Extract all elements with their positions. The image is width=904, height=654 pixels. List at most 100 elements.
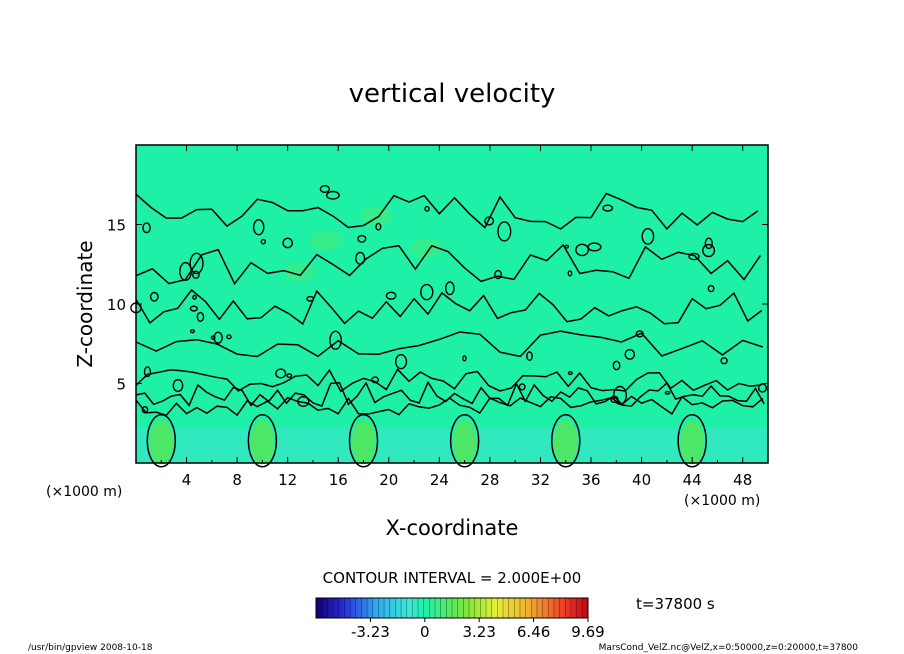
contour-line (135, 395, 764, 417)
time-label: t=37800 s (636, 595, 715, 613)
contour-small-loop (282, 237, 294, 249)
contour-small-loop (189, 329, 196, 334)
contour-line (135, 243, 762, 286)
x-tick-label: 32 (531, 471, 550, 489)
contour-loop (551, 413, 581, 468)
x-tick-label: 20 (379, 471, 398, 489)
contour-small-loop (252, 219, 265, 236)
contour-small-loop (319, 184, 330, 194)
contour-lines (130, 184, 768, 468)
field-shading (136, 206, 768, 465)
contour-small-loop (189, 252, 204, 275)
contour-small-loop (420, 283, 434, 301)
chart-title: vertical velocity (349, 79, 556, 109)
contour-line (135, 192, 759, 231)
contour-small-loop (702, 243, 716, 258)
x-tick-label: 44 (683, 471, 702, 489)
contour-small-loop (445, 281, 455, 296)
contour-small-loop (192, 294, 197, 300)
contour-small-loop (275, 368, 287, 379)
x-tick-label: 16 (329, 471, 348, 489)
colorbar-tick-label: 0 (420, 623, 430, 641)
contour-small-loop (575, 243, 590, 257)
colorbar-tick-label: 9.69 (571, 623, 604, 641)
contour-small-loop (624, 348, 636, 360)
contour-small-loop (635, 330, 644, 338)
upper-patch (284, 262, 317, 283)
contour-small-loop (664, 390, 671, 395)
contour-loop (247, 413, 278, 468)
updraft-blob (149, 420, 174, 465)
contour-small-loop (385, 291, 397, 300)
contour-small-loop (179, 261, 192, 282)
contour-small-loop (462, 355, 467, 362)
x-tick-label: 48 (733, 471, 752, 489)
x-tick-label: 40 (632, 471, 651, 489)
contour-small-loop (394, 353, 408, 370)
contour-small-loop (567, 270, 573, 277)
contour-small-loop (213, 331, 223, 344)
contour-small-loop (688, 252, 700, 261)
colorbar-tick-label: 6.46 (517, 623, 550, 641)
contour-line (135, 288, 763, 326)
contour-loop (146, 413, 177, 468)
contour-small-loop (357, 234, 367, 243)
contour-small-loop (375, 222, 382, 231)
contour-line (135, 368, 762, 393)
contour-small-loop (355, 251, 366, 265)
y-axis-ticks: 5 10 15 (107, 217, 768, 394)
contour-small-loop (567, 371, 573, 376)
updraft-blob (553, 420, 578, 465)
upper-patch (309, 230, 342, 251)
x-axis-ticks: 4 8 12 16 20 24 28 32 36 40 44 48 (160, 145, 752, 489)
contour-small-loop (141, 405, 149, 414)
contour-small-loop (704, 237, 713, 250)
x-tick-label: 4 (182, 471, 192, 489)
contour-small-loop (143, 366, 152, 378)
contour-small-loop (564, 244, 570, 249)
upper-patch (360, 206, 393, 227)
colorbar-segments (321, 598, 583, 618)
contour-small-loop (641, 228, 655, 245)
colorbar-tick-label: -3.23 (351, 623, 390, 641)
contour-small-loop (226, 334, 232, 340)
contour-small-loop (297, 396, 310, 407)
contour-small-loop (612, 385, 628, 405)
contour-small-loop (306, 295, 315, 302)
updraft-blob (680, 420, 705, 465)
low-level-strip (136, 428, 768, 463)
upper-patch (410, 238, 443, 259)
updraft-blob (452, 420, 477, 465)
contour-loop (677, 413, 707, 468)
contour-small-loop (424, 205, 430, 212)
contour-small-loop (610, 395, 619, 404)
contour-small-loop (149, 291, 159, 302)
contour-small-loop (526, 351, 533, 362)
contour-small-loop (210, 335, 216, 340)
contour-small-loop (720, 357, 728, 365)
contour-small-loop (587, 242, 602, 252)
contour-small-loop (192, 270, 200, 279)
contour-small-loop (286, 373, 293, 379)
contour-small-loop (196, 311, 205, 322)
contour-small-loop (612, 360, 621, 371)
footer-right: MarsCond_VelZ.nc@VelZ,x=0:50000,z=0:2000… (599, 643, 859, 653)
contour-small-loop (484, 216, 495, 226)
contour-small-loop (602, 204, 614, 212)
updraft-blob (351, 420, 376, 465)
y-axis-label: Z-coordinate (73, 240, 97, 367)
contour-small-loop (494, 269, 502, 280)
x-tick-label: 36 (581, 471, 600, 489)
x-tick-label: 24 (430, 471, 449, 489)
x-unit-right: (×1000 m) (684, 493, 760, 509)
contour-small-loop (371, 376, 380, 384)
contour-small-loop (329, 330, 342, 350)
x-unit-left: (×1000 m) (46, 484, 122, 500)
x-tick-label: 28 (480, 471, 499, 489)
contour-small-loop (707, 284, 715, 293)
contour-interval-label: CONTOUR INTERVAL = 2.000E+00 (323, 569, 582, 587)
colorbar-ticks: -3.23 0 3.23 6.46 9.69 (351, 618, 605, 641)
contour-small-loop (497, 221, 512, 242)
x-tick-label: 8 (232, 471, 242, 489)
x-tick-label: 12 (278, 471, 297, 489)
